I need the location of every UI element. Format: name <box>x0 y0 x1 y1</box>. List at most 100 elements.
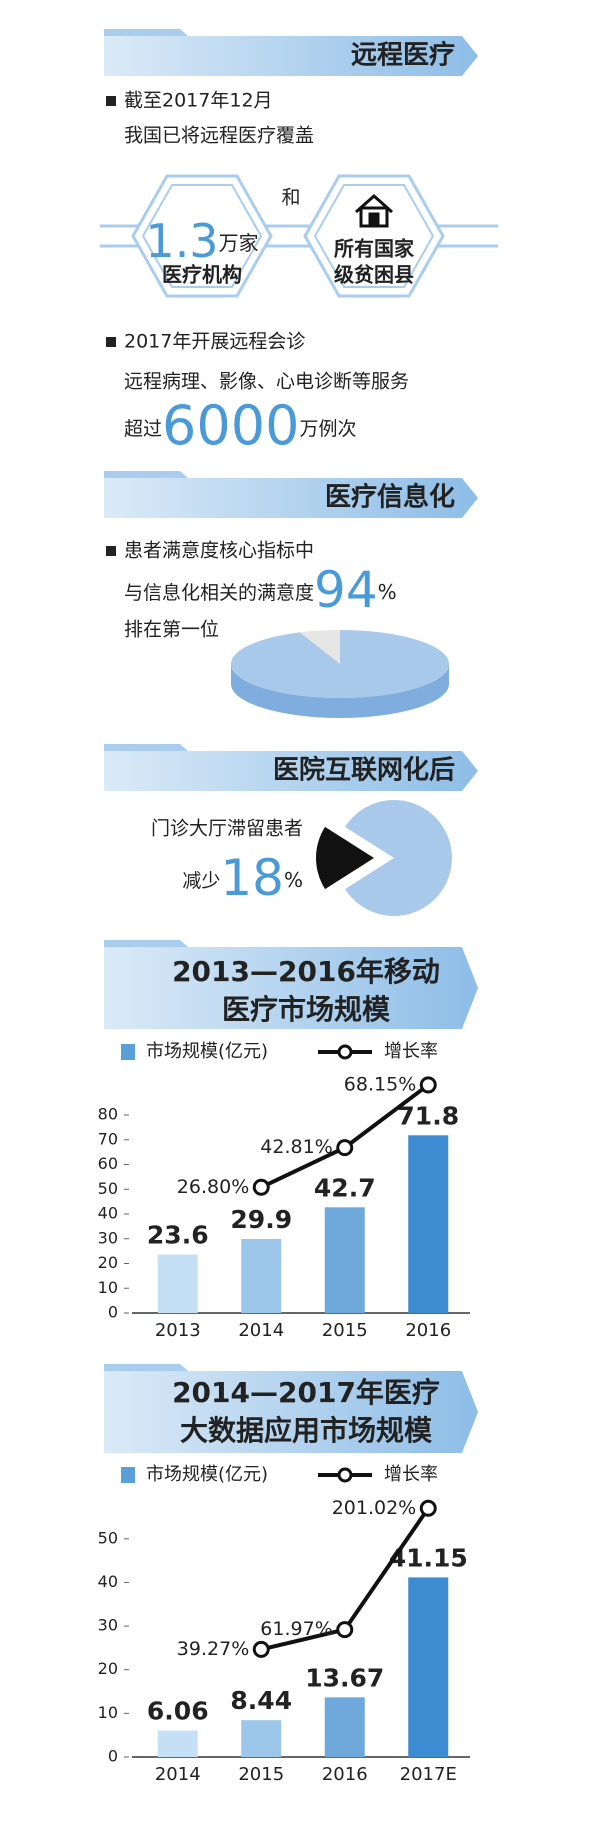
chart-title: 2013—2016年移动 <box>172 955 440 988</box>
x-tick-label: 2015 <box>322 1320 368 1341</box>
bar <box>408 1577 449 1757</box>
legend-marker <box>337 1044 353 1060</box>
banner-tab <box>104 29 188 36</box>
x-tick-label: 2014 <box>155 1764 201 1785</box>
section-title: 医疗信息化 <box>325 482 455 513</box>
bar <box>324 1697 365 1757</box>
over-text: 超过6000万例次 <box>124 394 356 457</box>
text: 减少 <box>182 870 220 892</box>
bar-value-label: 71.8 <box>397 1101 459 1130</box>
y-tick-label: 30 <box>98 1616 118 1635</box>
bar-value-label: 8.44 <box>230 1686 292 1715</box>
and-text: 和 <box>281 187 300 209</box>
bar <box>324 1207 365 1313</box>
legend-label: 增长率 <box>384 1464 438 1485</box>
banner-tab <box>104 744 188 751</box>
growth-marker <box>252 1178 270 1196</box>
bar <box>241 1238 282 1313</box>
hex2-label: 级贫困县 <box>334 263 414 287</box>
banner <box>104 478 478 518</box>
bar <box>408 1135 449 1313</box>
hex1-label: 医疗机构 <box>162 263 242 287</box>
text-line: 门诊大厅滞留患者 <box>151 818 303 840</box>
bar-value-label: 6.06 <box>147 1697 209 1726</box>
growth-marker <box>336 1139 354 1157</box>
banner-tab <box>104 940 188 947</box>
growth-marker <box>419 1499 437 1517</box>
y-tick-label: 0 <box>108 1303 118 1322</box>
y-tick-label: 30 <box>98 1228 118 1247</box>
growth-label: 68.15% <box>344 1073 416 1095</box>
y-tick-label: 50 <box>98 1179 118 1198</box>
y-tick-label: 40 <box>98 1204 118 1223</box>
growth-label: 42.81% <box>260 1136 332 1158</box>
chart-title: 医疗市场规模 <box>222 993 391 1026</box>
y-tick-label: 70 <box>98 1129 118 1148</box>
growth-marker <box>336 1621 354 1639</box>
x-tick-label: 2013 <box>155 1320 201 1341</box>
legend-label: 增长率 <box>384 1041 438 1062</box>
legend-label: 市场规模(亿元) <box>146 1464 268 1485</box>
y-tick-label: 80 <box>98 1105 118 1124</box>
y-tick-label: 0 <box>108 1747 118 1766</box>
prefix: 超过 <box>124 418 162 440</box>
bar-value-label: 23.6 <box>147 1221 209 1250</box>
unit: 万例次 <box>299 418 356 440</box>
legend-marker <box>337 1467 353 1483</box>
text: 与信息化相关的满意度 <box>124 582 314 604</box>
unit: % <box>284 868 303 892</box>
text-line: 我国已将远程医疗覆盖 <box>124 125 314 147</box>
y-tick-label: 40 <box>98 1572 118 1591</box>
chart-title: 大数据应用市场规模 <box>180 1414 433 1447</box>
pie-rest <box>345 800 452 916</box>
text-line: 患者满意度核心指标中 <box>124 540 314 562</box>
text-line: 2017年开展远程会诊 <box>124 331 305 353</box>
growth-label: 201.02% <box>332 1497 417 1519</box>
y-tick-label: 10 <box>98 1278 118 1297</box>
pie-slice <box>316 826 374 890</box>
unit: 万家 <box>219 231 259 255</box>
banner-tab <box>104 1364 188 1371</box>
pie-slice <box>230 630 449 698</box>
banner-tab <box>104 471 188 478</box>
text-line: 排在第一位 <box>124 619 219 641</box>
x-tick-label: 2014 <box>238 1320 284 1341</box>
y-tick-label: 50 <box>98 1528 118 1547</box>
x-tick-label: 2016 <box>405 1320 451 1341</box>
hex1-number: 1.3万家 <box>145 214 258 268</box>
bar-value-label: 13.67 <box>305 1663 384 1692</box>
banner <box>104 947 478 1029</box>
pie-value: 94 <box>314 561 378 619</box>
bullet <box>106 546 116 556</box>
bar <box>157 1254 198 1313</box>
growth-marker <box>252 1640 270 1658</box>
growth-label: 39.27% <box>177 1638 249 1660</box>
bar-value-label: 42.7 <box>314 1173 376 1202</box>
text-line: 截至2017年12月 <box>124 90 273 112</box>
growth-marker <box>419 1076 437 1094</box>
x-tick-label: 2015 <box>238 1764 284 1785</box>
growth-label: 26.80% <box>177 1176 249 1198</box>
hexagons <box>100 174 498 298</box>
growth-label: 61.97% <box>260 1618 332 1640</box>
pie-value: 18 <box>220 849 284 907</box>
banner <box>104 751 478 791</box>
number: 6000 <box>162 394 299 457</box>
bar-value-label: 29.9 <box>230 1205 292 1234</box>
text-line: 远程病理、影像、心电诊断等服务 <box>124 371 409 393</box>
legend-swatch <box>121 1467 135 1483</box>
y-tick-label: 60 <box>98 1154 118 1173</box>
banners <box>104 29 478 1453</box>
legend-label: 市场规模(亿元) <box>146 1041 268 1062</box>
banner <box>104 36 478 76</box>
bar <box>157 1730 198 1757</box>
text-line: 减少18% <box>182 849 303 907</box>
y-tick-label: 20 <box>98 1253 118 1272</box>
x-tick-label: 2017E <box>400 1764 457 1785</box>
banner <box>104 1371 478 1453</box>
house-icon <box>355 193 393 228</box>
x-tick-label: 2016 <box>322 1764 368 1785</box>
text-line: 与信息化相关的满意度94% <box>124 561 397 619</box>
